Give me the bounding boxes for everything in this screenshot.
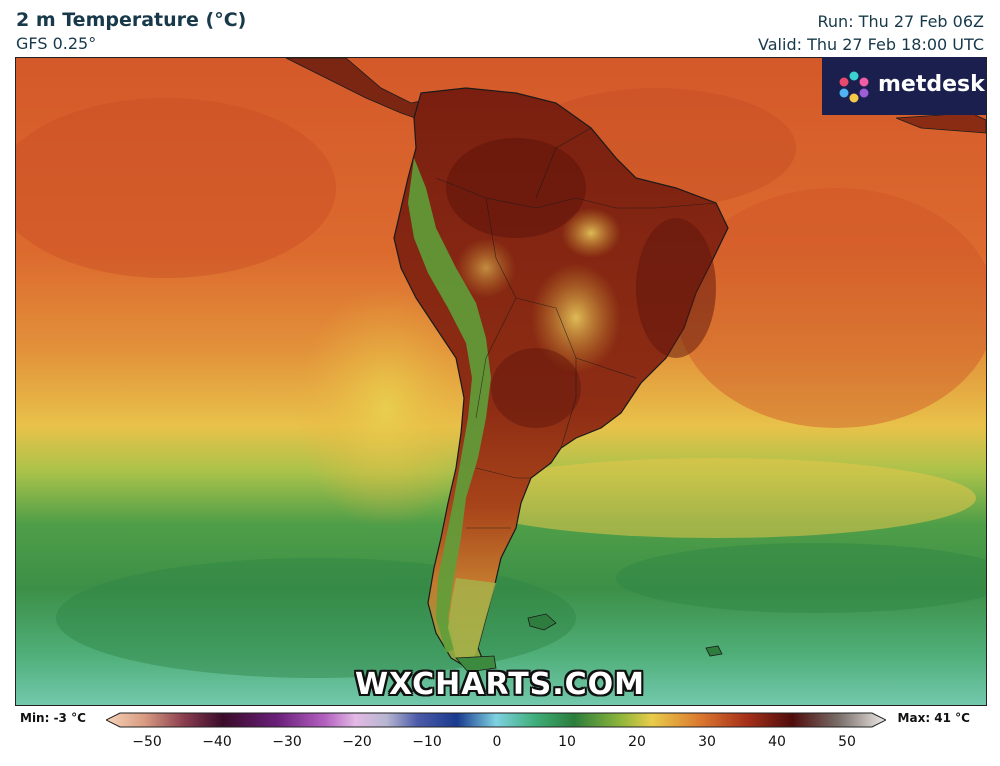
tick-label: 50: [838, 734, 856, 750]
legend-min: Min: -3 °C: [20, 711, 86, 725]
south-america: [393, 87, 729, 671]
temperature-map[interactable]: [15, 57, 987, 706]
map-canvas: [16, 58, 986, 705]
tick-label: −30: [272, 734, 302, 750]
metdesk-logo: metdesk: [822, 57, 986, 115]
tick-label: −50: [132, 734, 162, 750]
colorbar: [106, 712, 886, 728]
tick-label: −10: [412, 734, 442, 750]
model-label: GFS 0.25°: [16, 34, 97, 53]
watermark: WXCHARTS.COM: [354, 667, 646, 702]
logo-text: metdesk: [878, 72, 985, 97]
metdesk-flower-icon: [839, 71, 869, 103]
tick-label: 0: [492, 734, 502, 750]
tick-label: 40: [768, 734, 786, 750]
chart-title: 2 m Temperature (°C): [16, 9, 247, 31]
legend-max: Max: 41 °C: [897, 711, 970, 725]
tick-label: 30: [698, 734, 716, 750]
country-borders: [435, 127, 717, 529]
tick-label: −40: [202, 734, 232, 750]
valid-time: Valid: Thu 27 Feb 18:00 UTC: [758, 35, 984, 54]
tick-label: 10: [558, 734, 576, 750]
run-time: Run: Thu 27 Feb 06Z: [817, 12, 984, 31]
andes-ridge: [408, 158, 491, 653]
tick-label: 20: [628, 734, 646, 750]
tick-label: −20: [342, 734, 372, 750]
